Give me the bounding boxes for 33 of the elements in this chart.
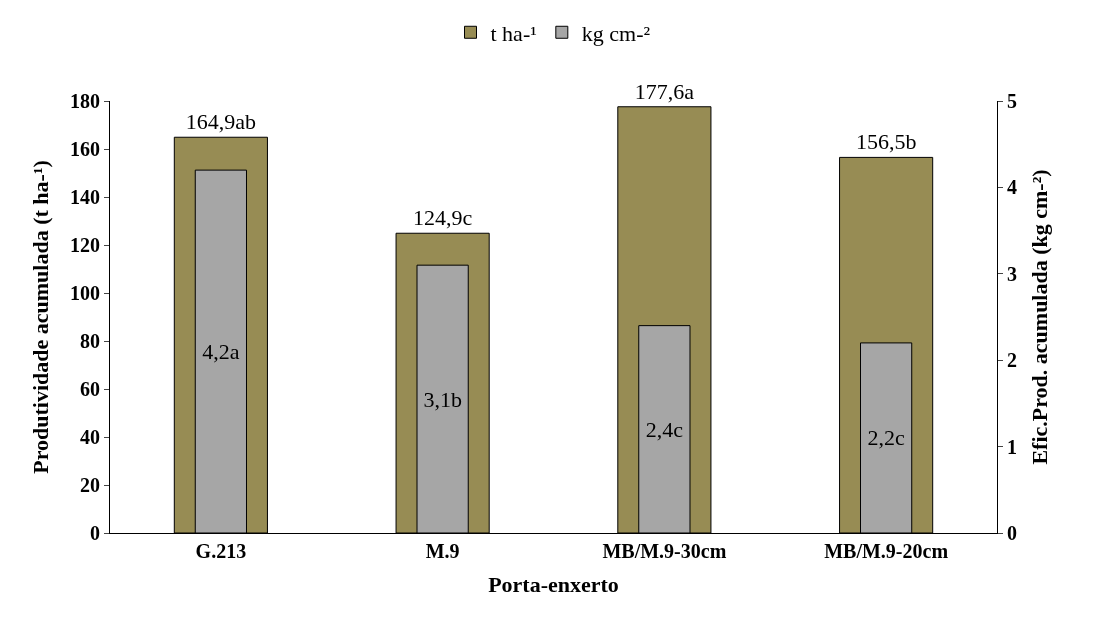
legend-label: t ha-¹ [490,20,537,46]
y2-tick-label: 5 [1007,90,1017,112]
data-label: 124,9c [412,205,473,231]
x-tick-label: G.213 [195,540,247,562]
y-tick-label: 180 [70,90,100,112]
y-tick-label: 140 [70,186,100,208]
y2-tick-label: 4 [1007,176,1017,199]
x-tick-label: MB/M.9-30cm [602,540,727,562]
data-label: 2,2c [867,425,905,451]
data-label: 2,4c [645,416,684,442]
y2-tick-label: 1 [1007,435,1017,458]
x-axis-title: Porta-enxerto [488,571,619,597]
y2-tick-label: 0 [1007,522,1017,544]
data-label: 164,9ab [185,109,257,135]
x-tick-label: MB/M.9-20cm [824,540,949,562]
y-tick-label: 120 [70,234,100,256]
y-tick-label: 80 [80,330,100,352]
y-tick-label: 100 [70,282,100,304]
y2-tick-label: 3 [1007,262,1017,285]
data-label: 177,6a [634,78,695,104]
y2-axis-title: Efic.Prod. acumulada (kg cm-²) [1026,169,1052,465]
y-tick-label: 60 [80,378,100,400]
x-tick-label: M.9 [425,540,460,562]
y-axis-title: Produtividade acumulada (t ha-¹) [27,160,53,474]
y2-tick-label: 2 [1007,349,1017,372]
y-tick-label: 0 [90,522,100,544]
data-label: 156,5b [855,129,917,155]
y-tick-label: 160 [70,138,100,160]
y-tick-label: 20 [80,474,100,496]
legend-label: kg cm-² [581,20,651,46]
data-label: 4,2a [202,339,240,365]
y-tick-label: 40 [80,426,100,448]
data-label: 3,1b [423,386,462,412]
